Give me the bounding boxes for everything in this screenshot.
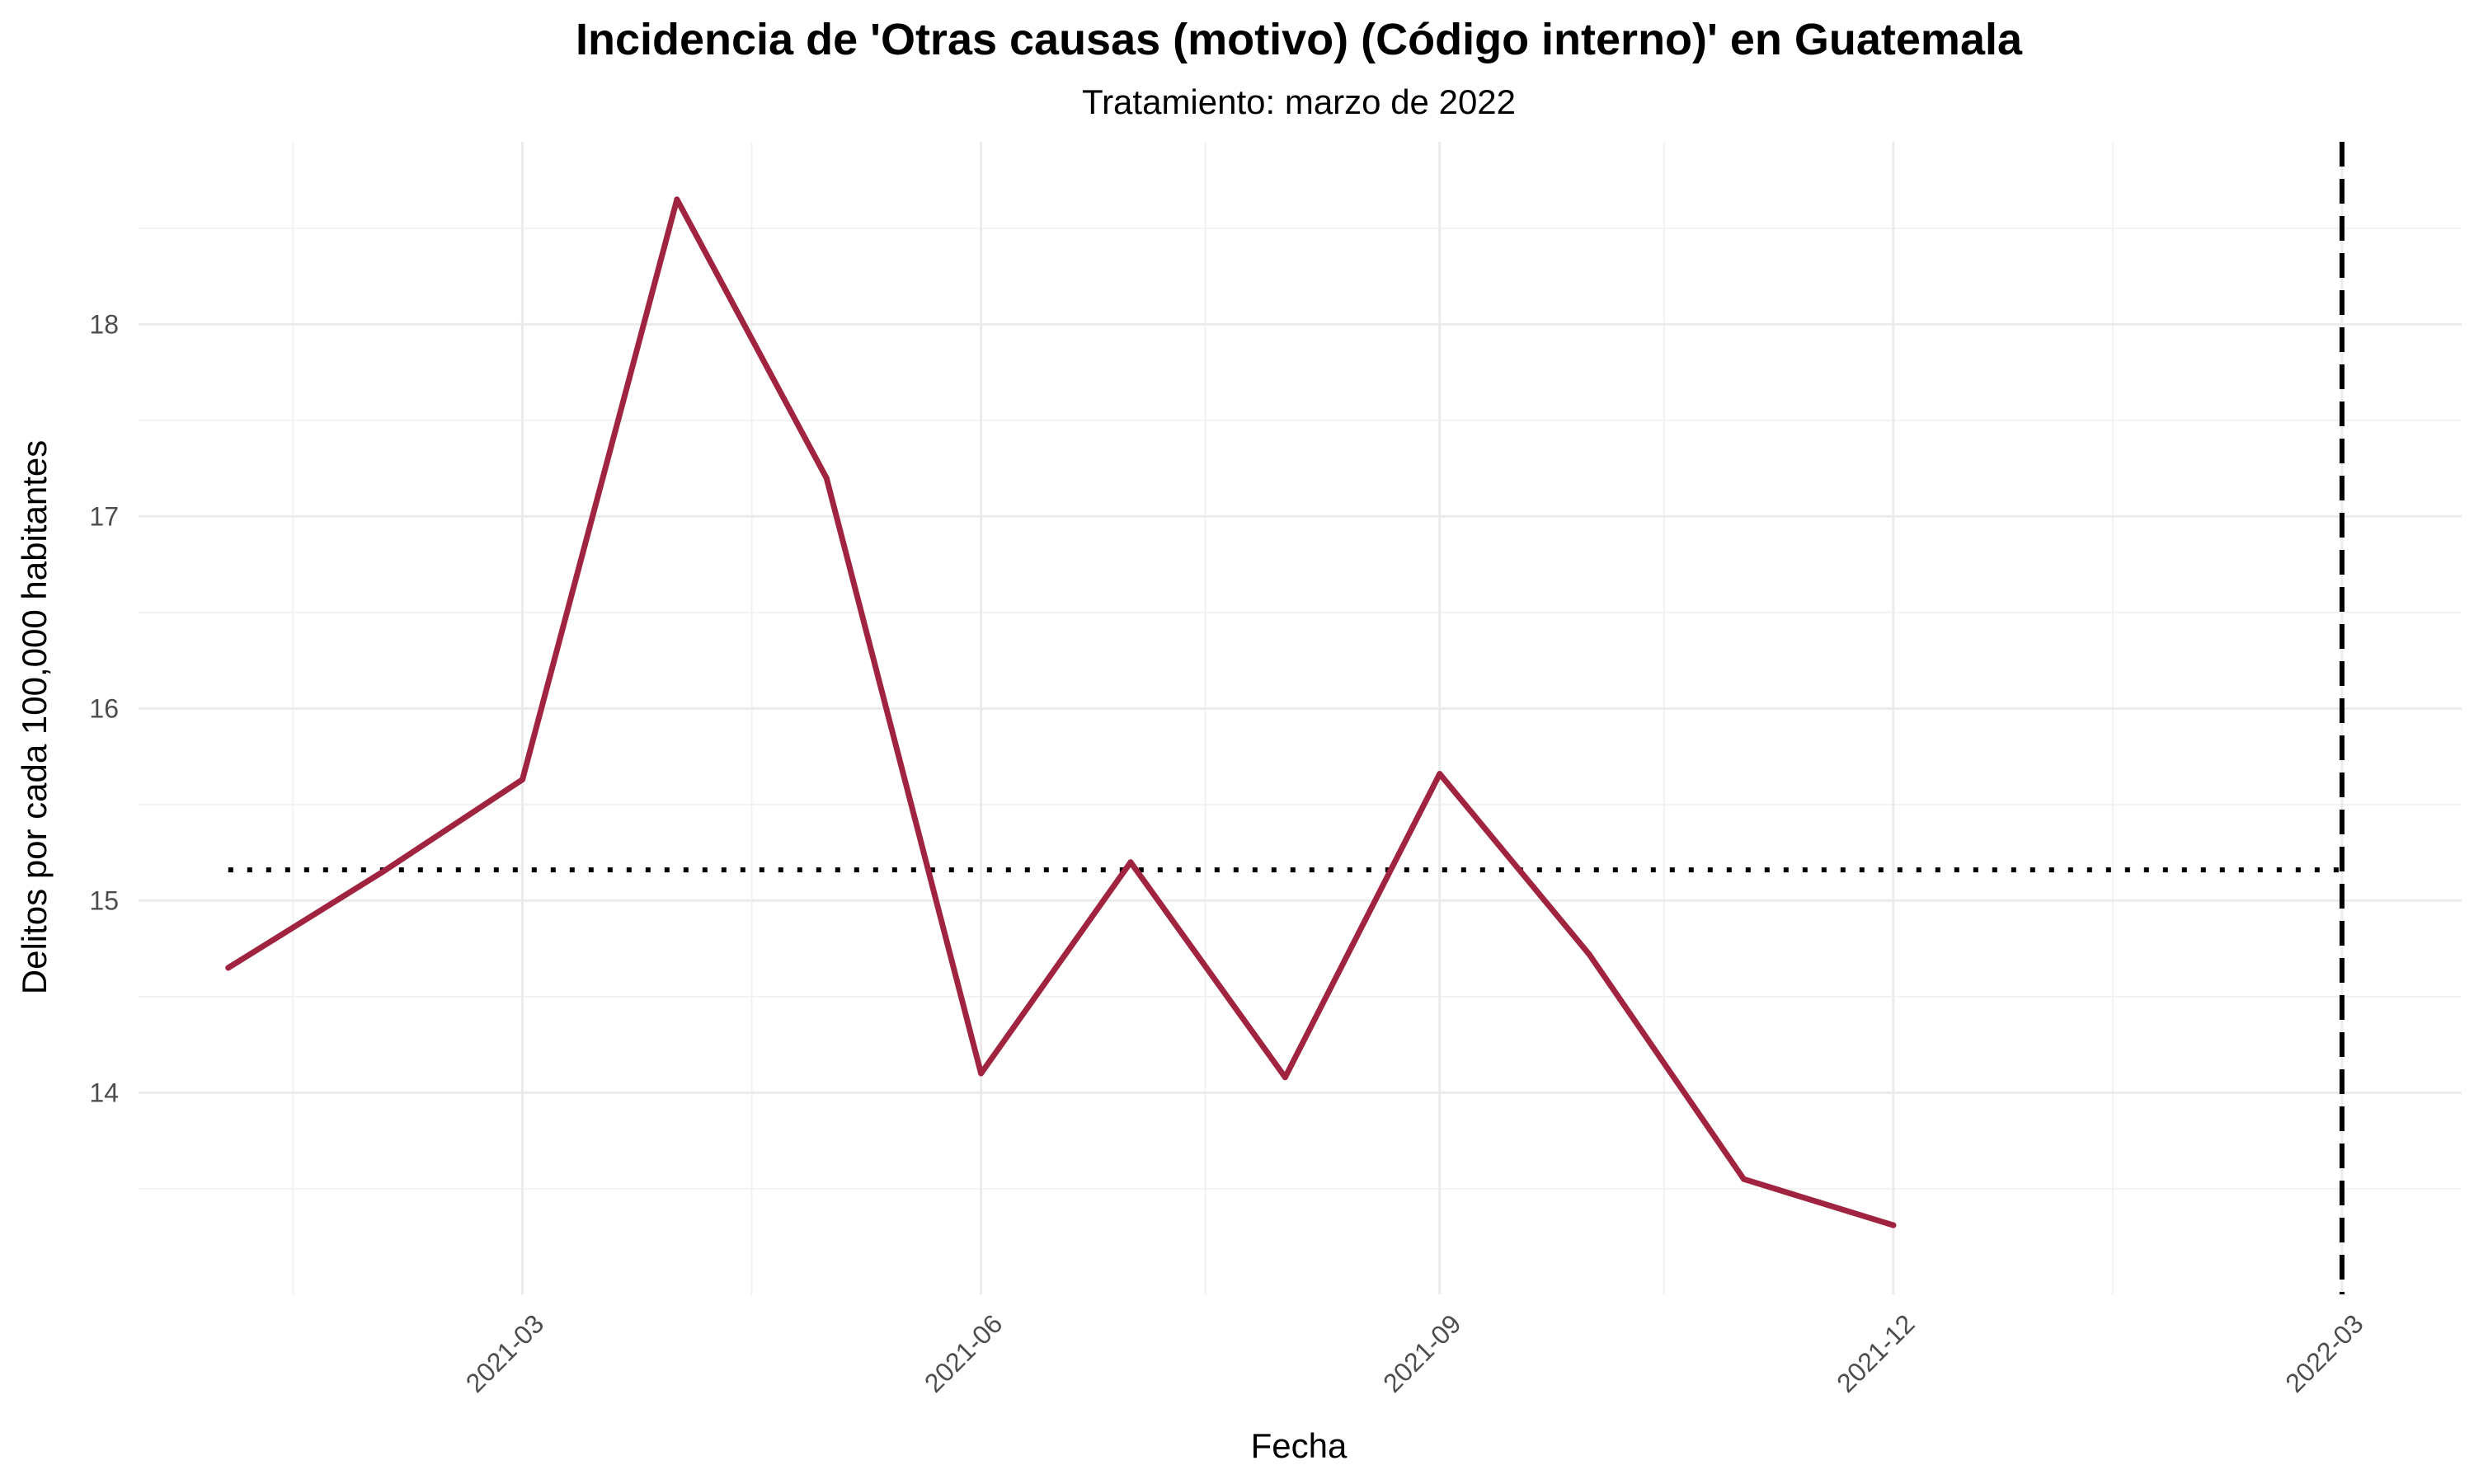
y-tick-label: 14: [89, 1078, 119, 1107]
data-point: [1127, 859, 1134, 866]
y-axis-title: Delitos por cada 100,000 habitantes: [15, 440, 54, 994]
data-point: [225, 965, 232, 971]
reference-lines: [228, 142, 2345, 1294]
data-point: [1282, 1074, 1288, 1081]
series-line: [225, 196, 1897, 1228]
chart-title: Incidencia de 'Otras causas (motivo) (Có…: [576, 15, 2023, 64]
series-layer: [225, 196, 1897, 1228]
data-point: [823, 475, 830, 481]
data-point: [1741, 1176, 1747, 1182]
x-axis-title: Fecha: [1251, 1426, 1348, 1465]
y-tick-label: 17: [89, 501, 119, 531]
y-tick-label: 15: [89, 885, 119, 915]
y-tick-label: 18: [89, 309, 119, 339]
data-point: [1890, 1222, 1897, 1228]
data-point: [379, 868, 386, 875]
data-point: [978, 1070, 985, 1077]
data-point: [1437, 771, 1443, 777]
data-point: [674, 196, 680, 203]
grid: [139, 142, 2462, 1294]
chart-subtitle: Tratamiento: marzo de 2022: [1082, 82, 1516, 121]
y-axis-ticks: 14 15 16 17 18: [89, 309, 119, 1107]
y-tick-label: 16: [89, 693, 119, 723]
data-point: [519, 777, 525, 783]
data-point: [1586, 951, 1592, 958]
